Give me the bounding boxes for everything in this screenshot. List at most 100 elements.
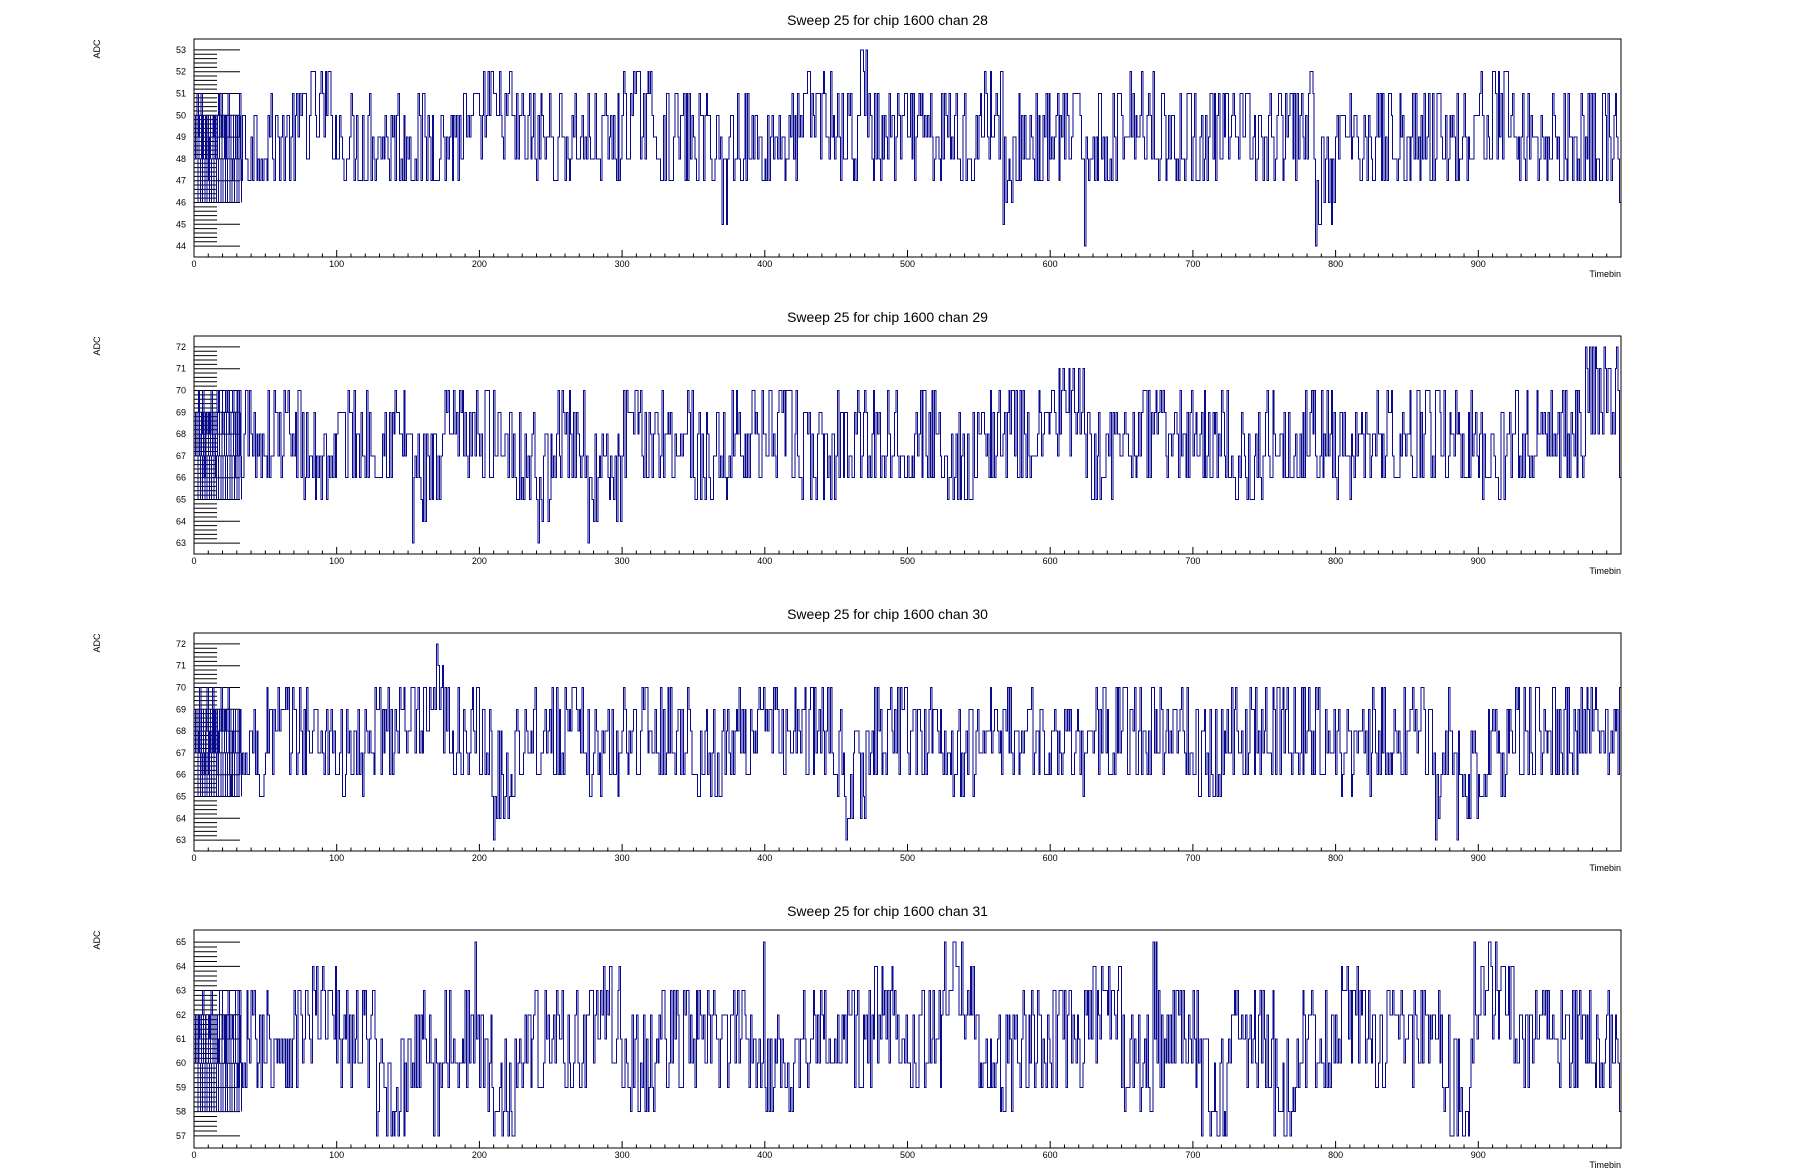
y-tick-label: 53 bbox=[176, 45, 186, 55]
x-axis-label: Timebin bbox=[1589, 269, 1621, 279]
y-axis-label: ADC bbox=[92, 39, 102, 59]
y-tick-label: 57 bbox=[176, 1131, 186, 1141]
chart-panel-0: Sweep 25 for chip 1600 chan 28 ADC Timebin… bbox=[92, 12, 1622, 279]
x-tick-label: 100 bbox=[329, 259, 344, 269]
x-axis-label: Timebin bbox=[1589, 863, 1621, 873]
chart-panel-3: Sweep 25 for chip 1600 chan 31 ADC Timebin… bbox=[92, 903, 1622, 1170]
x-tick-label: 0 bbox=[191, 259, 196, 269]
x-tick-label: 400 bbox=[757, 556, 772, 566]
y-tick-label: 46 bbox=[176, 198, 186, 208]
x-tick-label: 500 bbox=[900, 556, 915, 566]
x-tick-label: 600 bbox=[1043, 556, 1058, 566]
x-tick-label: 200 bbox=[472, 556, 487, 566]
y-tick-label: 65 bbox=[176, 792, 186, 802]
y-tick-label: 64 bbox=[176, 961, 186, 971]
y-tick-label: 64 bbox=[176, 516, 186, 526]
x-tick-label: 800 bbox=[1328, 1150, 1343, 1160]
y-axis-label: ADC bbox=[92, 930, 102, 950]
x-tick-label: 800 bbox=[1328, 853, 1343, 863]
y-tick-label: 48 bbox=[176, 154, 186, 164]
y-tick-label: 62 bbox=[176, 1010, 186, 1020]
plot-frame bbox=[193, 335, 1622, 555]
x-tick-label: 700 bbox=[1185, 556, 1200, 566]
x-tick-label: 600 bbox=[1043, 853, 1058, 863]
x-tick-label: 400 bbox=[757, 853, 772, 863]
x-tick-label: 500 bbox=[900, 259, 915, 269]
x-tick-label: 600 bbox=[1043, 259, 1058, 269]
y-tick-label: 63 bbox=[176, 986, 186, 996]
y-tick-label: 44 bbox=[176, 241, 186, 251]
y-tick-label: 45 bbox=[176, 219, 186, 229]
plot-frame bbox=[193, 38, 1622, 258]
x-tick-label: 200 bbox=[472, 259, 487, 269]
x-tick-label: 400 bbox=[757, 259, 772, 269]
data-series-trace bbox=[194, 941, 1621, 1137]
x-tick-label: 300 bbox=[615, 1150, 630, 1160]
y-tick-label: 70 bbox=[176, 683, 186, 693]
x-tick-label: 300 bbox=[615, 259, 630, 269]
y-tick-label: 63 bbox=[176, 835, 186, 845]
plot-frame bbox=[193, 929, 1622, 1149]
y-tick-label: 66 bbox=[176, 770, 186, 780]
y-tick-label: 68 bbox=[176, 429, 186, 439]
x-axis-label: Timebin bbox=[1589, 1160, 1621, 1170]
y-tick-label: 64 bbox=[176, 813, 186, 823]
x-tick-label: 700 bbox=[1185, 259, 1200, 269]
x-tick-label: 300 bbox=[615, 853, 630, 863]
y-tick-label: 60 bbox=[176, 1058, 186, 1068]
y-tick-label: 52 bbox=[176, 67, 186, 77]
x-tick-label: 500 bbox=[900, 1150, 915, 1160]
y-tick-label: 63 bbox=[176, 538, 186, 548]
y-tick-label: 68 bbox=[176, 726, 186, 736]
y-tick-label: 65 bbox=[176, 495, 186, 505]
data-series-trace bbox=[194, 49, 1621, 247]
x-tick-label: 800 bbox=[1328, 556, 1343, 566]
x-tick-label: 200 bbox=[472, 1150, 487, 1160]
y-tick-label: 69 bbox=[176, 704, 186, 714]
x-tick-label: 800 bbox=[1328, 259, 1343, 269]
x-tick-label: 600 bbox=[1043, 1150, 1058, 1160]
y-axis-label: ADC bbox=[92, 633, 102, 653]
y-tick-label: 47 bbox=[176, 176, 186, 186]
x-tick-label: 900 bbox=[1471, 1150, 1486, 1160]
y-tick-label: 66 bbox=[176, 473, 186, 483]
y-tick-label: 51 bbox=[176, 89, 186, 99]
x-tick-label: 100 bbox=[329, 556, 344, 566]
y-tick-label: 71 bbox=[176, 364, 186, 374]
y-tick-label: 67 bbox=[176, 451, 186, 461]
x-tick-label: 700 bbox=[1185, 853, 1200, 863]
chart-panel-1: Sweep 25 for chip 1600 chan 29 ADC Timebin… bbox=[92, 309, 1622, 576]
x-tick-label: 900 bbox=[1471, 259, 1486, 269]
y-tick-label: 67 bbox=[176, 748, 186, 758]
y-tick-label: 58 bbox=[176, 1107, 186, 1117]
data-series-trace bbox=[194, 346, 1621, 544]
chart-panel-2: Sweep 25 for chip 1600 chan 30 ADC Timebin… bbox=[92, 606, 1622, 873]
x-tick-label: 500 bbox=[900, 853, 915, 863]
chart-title: Sweep 25 for chip 1600 chan 28 bbox=[787, 12, 988, 28]
y-tick-label: 65 bbox=[176, 937, 186, 947]
x-tick-label: 100 bbox=[329, 853, 344, 863]
y-tick-label: 50 bbox=[176, 110, 186, 120]
y-tick-label: 49 bbox=[176, 132, 186, 142]
plot-frame bbox=[193, 632, 1622, 852]
y-tick-label: 72 bbox=[176, 639, 186, 649]
x-tick-label: 200 bbox=[472, 853, 487, 863]
x-tick-label: 400 bbox=[757, 1150, 772, 1160]
x-tick-label: 700 bbox=[1185, 1150, 1200, 1160]
x-axis-label: Timebin bbox=[1589, 566, 1621, 576]
y-tick-label: 72 bbox=[176, 342, 186, 352]
y-tick-label: 69 bbox=[176, 407, 186, 417]
y-tick-label: 71 bbox=[176, 661, 186, 671]
x-tick-label: 0 bbox=[191, 556, 196, 566]
y-tick-label: 70 bbox=[176, 386, 186, 396]
chart-title: Sweep 25 for chip 1600 chan 31 bbox=[787, 903, 988, 919]
x-tick-label: 900 bbox=[1471, 556, 1486, 566]
y-axis-label: ADC bbox=[92, 336, 102, 356]
y-tick-label: 59 bbox=[176, 1082, 186, 1092]
x-tick-label: 0 bbox=[191, 1150, 196, 1160]
x-tick-label: 300 bbox=[615, 556, 630, 566]
x-tick-label: 0 bbox=[191, 853, 196, 863]
data-series-trace bbox=[194, 643, 1621, 841]
x-tick-label: 100 bbox=[329, 1150, 344, 1160]
